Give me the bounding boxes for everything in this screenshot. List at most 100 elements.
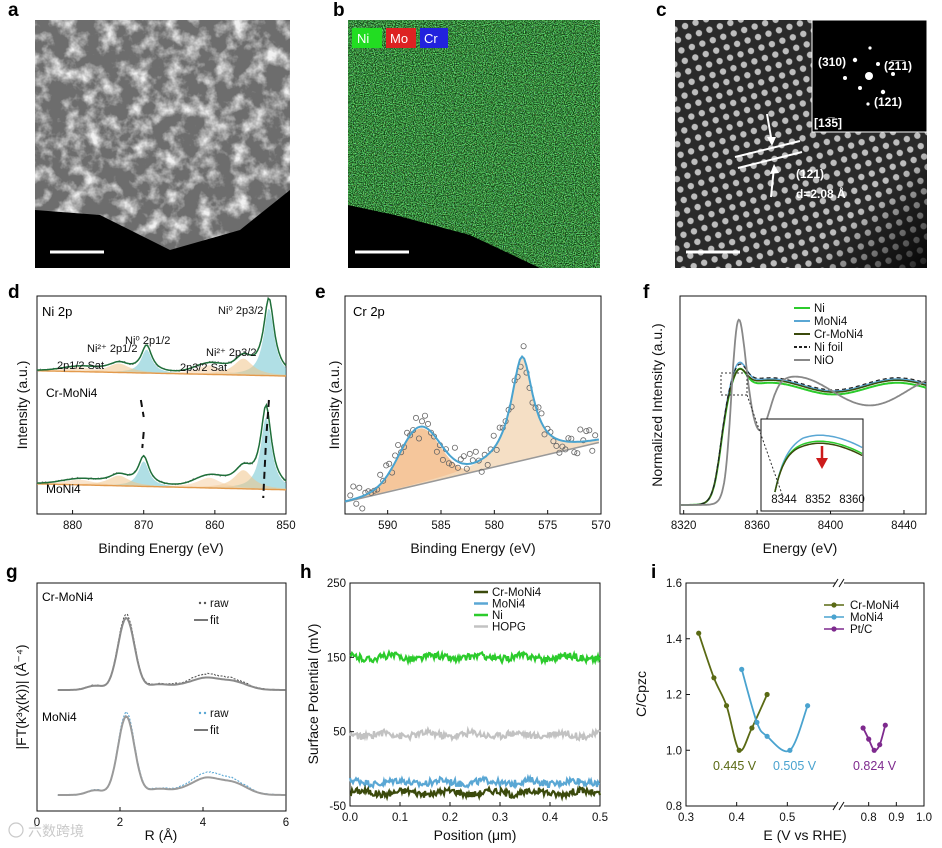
raw-data-point [571, 449, 578, 456]
panel-label: f [643, 282, 650, 303]
fit-line [344, 354, 600, 503]
y-axis-label: Intensity (a.u.) [326, 361, 342, 450]
raw-data-point [577, 426, 584, 433]
x-ticks: 0.3 0.4 0.5 0.8 0.9 1.0 [678, 802, 932, 824]
raw-data-points [347, 343, 599, 512]
fft-label-2-11: (2̅1̅1) [884, 59, 912, 73]
x-ticks: 590 585 580 575 570 [378, 510, 611, 532]
raw-data-point [490, 432, 497, 439]
cr-2p12-component [345, 428, 599, 502]
raw-data-point [421, 412, 428, 419]
plot-frame [36, 295, 287, 515]
plot-frame [344, 295, 602, 515]
panel-e: 590 585 580 575 570 e Cr 2p Binding Energy (… [315, 282, 611, 556]
y-tick-label: 1.2 [666, 690, 682, 702]
raw-data-point [383, 462, 390, 469]
plane-label: (121) [796, 167, 824, 181]
background-line [37, 483, 286, 491]
ni0-2p12-component [37, 461, 286, 490]
x-tick-label: 590 [378, 520, 397, 532]
raw-data-point [493, 446, 500, 453]
ni0-2p32-component [37, 308, 286, 376]
raw-data-point [550, 438, 557, 445]
plot-area [680, 318, 927, 506]
x-tick-label: 0.2 [442, 812, 458, 824]
legend-ni-label: Ni [357, 31, 369, 46]
raw-data-point [407, 432, 414, 439]
sample-label: Cr-MoNi4 [46, 386, 98, 400]
watermark-text: 六数跨境 [28, 823, 84, 839]
raw-data-point [520, 343, 527, 350]
raw-data-point [538, 410, 545, 417]
x-ticks: 0.0 0.1 0.2 0.3 0.4 0.5 [342, 802, 608, 824]
y-ticks: -50 50 150 250 [327, 578, 354, 813]
minimum-label: 0.445 V [713, 759, 757, 773]
x-tick-label: 0.1 [392, 812, 408, 824]
peak-label: Ni⁰ 2p1/2 [125, 335, 170, 347]
x-axis-label: Binding Energy (eV) [410, 540, 535, 556]
x-tick-label: 0.5 [779, 812, 795, 824]
x-tick-label: 880 [63, 520, 82, 532]
cr-moni4-point [723, 703, 730, 709]
panel-b: Ni Mo Cr b [333, 0, 600, 268]
x-tick-label: 580 [485, 520, 504, 532]
x-ticks: 880 870 860 850 [63, 510, 296, 532]
panel-label: e [315, 282, 326, 303]
moni4-point [787, 747, 793, 753]
x-axis-label: Energy (eV) [763, 540, 838, 556]
raw-data-point [418, 418, 425, 425]
raw-data-point [454, 464, 461, 471]
y-tick-label: 1.4 [666, 634, 683, 646]
raw-data-point [574, 450, 581, 457]
pt-c-point [866, 736, 872, 742]
zone-axis-label: [13̅5] [814, 116, 842, 130]
raw-data-point [484, 461, 491, 468]
legend-marker [831, 614, 837, 620]
cr-moni4-point [764, 691, 770, 698]
y-ticks: 0.8 1.0 1.2 1.4 1.6 [666, 578, 690, 813]
panel-label: a [8, 0, 19, 21]
plot-area [696, 630, 888, 753]
raw-data-point [475, 457, 482, 464]
x-tick-label: 575 [538, 520, 557, 532]
legend-label: MoNi4 [492, 599, 526, 611]
panel-label: h [300, 562, 312, 583]
watermark: 六数跨境 [8, 822, 84, 839]
y-axis-label: Normalized Intensity (a.u.) [649, 323, 665, 486]
moni4-point [764, 733, 770, 739]
cr-moni4-point [736, 747, 742, 753]
raw-data-point [356, 484, 363, 491]
raw-data-point [347, 492, 354, 499]
raw-line [57, 613, 286, 691]
x-tick-label: 8440 [891, 520, 917, 532]
x-tick-label: 850 [276, 520, 295, 532]
x-axis-label: Binding Energy (eV) [98, 540, 223, 556]
raw-data-point [445, 460, 452, 467]
raw-data-point [553, 442, 560, 449]
arrow-down-icon [816, 458, 828, 469]
moni4-line [740, 669, 809, 753]
x-tick-label: 0 [34, 817, 40, 829]
raw-data-point [586, 427, 593, 434]
plot-area [348, 649, 602, 802]
nio-line [680, 318, 927, 506]
moni4-line [348, 773, 601, 791]
fft-spots [843, 46, 895, 106]
sat-component [37, 365, 286, 376]
legend-cr-label: Cr [424, 31, 438, 46]
raw-data-point [427, 429, 434, 436]
raw-data-point [415, 435, 422, 442]
y-tick-label: 1.6 [666, 578, 682, 590]
x-tick-label: 585 [431, 520, 450, 532]
x-tick-label: 870 [134, 520, 153, 532]
axis-break [832, 578, 845, 811]
inset-tick: 8352 [805, 494, 831, 506]
y-tick-label: 50 [333, 727, 346, 739]
sample-label: MoNi4 [46, 482, 81, 496]
inset-cr-moni4-line [774, 442, 863, 493]
raw-data-point [359, 505, 366, 512]
legend: raw fit raw fit [194, 598, 229, 737]
x-tick-label: 0.3 [492, 812, 508, 824]
raw-data-point [439, 456, 446, 463]
